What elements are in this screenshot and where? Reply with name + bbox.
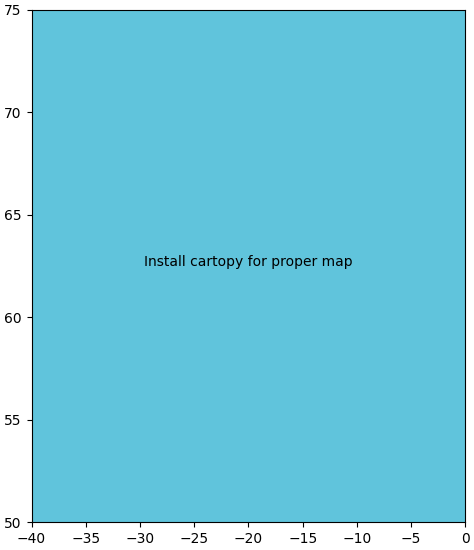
Text: Install cartopy for proper map: Install cartopy for proper map (144, 255, 353, 269)
